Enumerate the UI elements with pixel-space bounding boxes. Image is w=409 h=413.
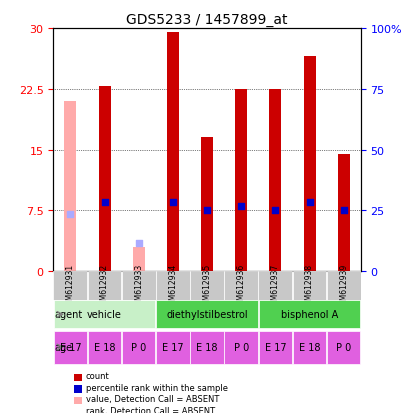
FancyBboxPatch shape (53, 271, 87, 300)
FancyBboxPatch shape (121, 271, 155, 300)
Text: P 0: P 0 (131, 342, 146, 352)
FancyBboxPatch shape (326, 331, 360, 364)
FancyBboxPatch shape (156, 331, 189, 364)
Text: count: count (85, 371, 109, 380)
Title: GDS5233 / 1457899_at: GDS5233 / 1457899_at (126, 12, 287, 26)
Text: diethylstilbestrol: diethylstilbestrol (166, 310, 247, 320)
Bar (74, 397, 82, 404)
Bar (235, 90, 247, 271)
Text: value, Detection Call = ABSENT: value, Detection Call = ABSENT (85, 394, 218, 404)
Text: vehicle: vehicle (87, 310, 122, 320)
Text: E 17: E 17 (162, 342, 183, 352)
FancyBboxPatch shape (258, 331, 291, 364)
FancyBboxPatch shape (292, 331, 326, 364)
Point (203, 207, 210, 214)
Bar (269, 90, 281, 271)
Text: GSM612936: GSM612936 (236, 263, 245, 309)
Point (169, 199, 176, 206)
Text: GSM612934: GSM612934 (168, 263, 177, 309)
FancyBboxPatch shape (156, 301, 257, 328)
Text: GSM612939: GSM612939 (338, 263, 347, 309)
Point (272, 207, 278, 214)
Text: E 18: E 18 (196, 342, 217, 352)
Text: agent: agent (54, 310, 82, 320)
Text: E 17: E 17 (264, 342, 285, 352)
Bar (166, 33, 178, 271)
FancyBboxPatch shape (190, 271, 223, 300)
Text: rank, Detection Call = ABSENT: rank, Detection Call = ABSENT (85, 406, 214, 413)
Point (237, 204, 244, 210)
FancyBboxPatch shape (258, 271, 292, 300)
FancyBboxPatch shape (224, 331, 257, 364)
Text: GSM612937: GSM612937 (270, 263, 279, 309)
Point (135, 240, 142, 247)
FancyBboxPatch shape (88, 331, 121, 364)
Text: percentile rank within the sample: percentile rank within the sample (85, 383, 227, 392)
FancyBboxPatch shape (54, 301, 155, 328)
FancyBboxPatch shape (190, 331, 223, 364)
Text: bisphenol A: bisphenol A (280, 310, 337, 320)
Text: E 17: E 17 (59, 342, 81, 352)
FancyBboxPatch shape (122, 331, 155, 364)
Text: GSM612935: GSM612935 (202, 263, 211, 309)
FancyBboxPatch shape (224, 271, 258, 300)
Bar (337, 154, 349, 271)
Text: E 18: E 18 (94, 342, 115, 352)
Point (339, 207, 346, 214)
Bar (74, 385, 82, 393)
Bar (64, 102, 76, 271)
Text: P 0: P 0 (233, 342, 248, 352)
Bar (133, 247, 144, 271)
Text: age: age (54, 342, 72, 352)
Point (101, 199, 108, 206)
Bar (303, 57, 315, 271)
FancyBboxPatch shape (54, 331, 87, 364)
Text: E 18: E 18 (298, 342, 319, 352)
Text: P 0: P 0 (335, 342, 351, 352)
Bar (98, 87, 110, 271)
Text: GSM612933: GSM612933 (134, 263, 143, 309)
FancyBboxPatch shape (258, 301, 360, 328)
FancyBboxPatch shape (326, 271, 360, 300)
FancyBboxPatch shape (88, 271, 121, 300)
Point (67, 211, 74, 218)
FancyBboxPatch shape (292, 271, 326, 300)
Text: GSM612932: GSM612932 (100, 263, 109, 309)
FancyBboxPatch shape (155, 271, 189, 300)
Text: GSM612938: GSM612938 (304, 263, 313, 309)
Bar (74, 374, 82, 381)
Point (306, 199, 312, 206)
Bar (74, 408, 82, 413)
Text: GSM612931: GSM612931 (66, 263, 75, 309)
Bar (200, 138, 213, 271)
